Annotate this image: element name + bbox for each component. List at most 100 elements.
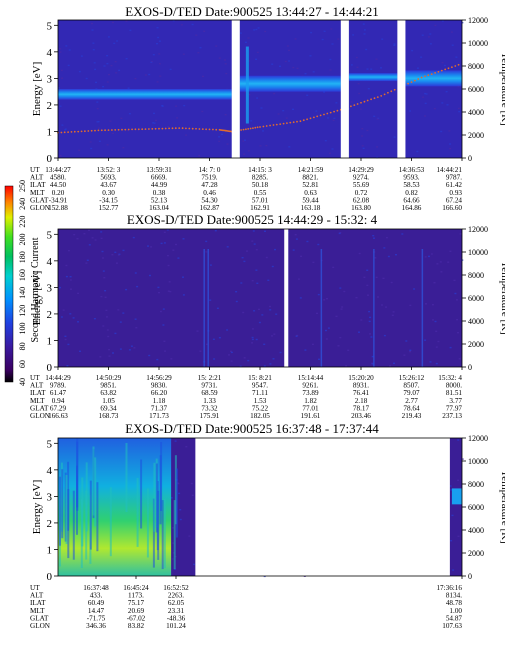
temperature-point [272,124,275,126]
ephemeris-value: 69.34 [100,404,117,412]
spectrogram-pixel [355,56,358,59]
ephemeris-value: 79.07 [403,389,420,397]
data-gap [340,20,349,158]
spectrogram-pixel [114,332,117,335]
spectrogram-pixel [60,69,63,72]
ephemeris-value: 5693. [100,174,116,182]
temperature-point [195,127,197,130]
spectrogram-streak [161,500,164,570]
spectrogram-pixel [150,61,153,63]
spectrogram-pixel [382,277,385,280]
spectrogram-pixel [69,279,72,281]
spectrogram-pixel [424,256,427,258]
spectrogram-pixel [175,243,177,246]
spectrogram-pixel [299,297,302,299]
ephemeris-row-label: ILAT [30,181,46,189]
spectrogram-pixel [256,97,259,99]
temperature-point [60,131,63,134]
y-tick-label: 5 [47,229,53,241]
ephemeris-value: 219.43 [402,412,422,420]
spectrogram-pixel [457,332,459,334]
spectrogram-pixel [94,68,97,71]
ephemeris-value: 83.82 [128,622,145,630]
spectrogram-pixel [456,318,459,321]
spectrogram-pixel [329,69,332,71]
spectrogram-pixel [265,256,268,259]
spectrogram-pixel [153,112,155,115]
spectrogram-pixel [148,73,151,76]
spectrogram-pixel [214,230,217,232]
temperature-point [296,120,298,123]
spectrogram-pixel [420,56,423,58]
spectrogram-pixel [212,338,215,340]
spectrogram-pixel [102,270,105,272]
ephemeris-value: 163.18 [301,204,321,212]
ephemeris-value: 203.46 [351,412,371,420]
spectrogram-pixel [369,316,372,319]
ephemeris-value: 9787. [446,174,462,182]
spectrogram-pixel [61,77,64,79]
spectrogram-pixel [172,249,175,251]
panel-3: EXOS-D/TED Date:900525 16:37:48 - 17:37:… [30,421,505,630]
spectrogram-pixel [218,57,221,59]
spectrogram-pixel [239,365,242,367]
spectrogram-pixel [170,497,173,499]
temperature-point [215,128,218,131]
colorbar-tick-label: 100 [18,323,27,335]
colorbar-tick-label: 140 [18,287,27,299]
temperature-point [148,128,150,130]
spectrogram-pixel [178,492,181,495]
spectrogram-pixel [203,30,206,32]
ephemeris-value: 54.87 [446,614,463,622]
temperature-point [151,127,154,130]
spectrogram-pixel [370,336,373,338]
spectrogram-pixel [135,327,138,329]
spectrogram-pixel [95,81,97,84]
temperature-point [363,100,366,103]
spectrogram-pixel [337,345,340,347]
spectrogram-pixel [450,540,453,542]
spectrogram-pixel [244,139,246,141]
spectrogram-pixel [273,333,276,335]
spectrogram-pixel [202,75,204,78]
spectrogram-pixel [104,296,107,298]
spectrogram-pixel [440,271,443,273]
spectrogram-pixel [253,29,256,31]
spectrogram-pixel [295,335,298,337]
spectrogram-pixel [359,108,362,110]
ephemeris-value: 166.60 [442,204,462,212]
temperature-point [63,131,66,134]
spectrogram-pixel [107,36,110,38]
spectrogram-pixel [262,130,264,132]
colorbar-tick-label: 160 [18,269,27,281]
spectrogram-pixel [363,276,366,278]
ephemeris-value: 14:36:53 [399,166,425,174]
spectrogram-pixel [247,150,250,152]
spectrogram-pixel [331,148,334,150]
y-right-tick-label: 6000 [468,503,484,512]
temperature-point [205,128,208,131]
spectrogram-pixel [241,257,244,259]
spectrogram-streak [76,441,79,511]
temperature-point [329,111,332,114]
spectrogram-pixel [361,128,364,130]
spectrogram-pixel [108,73,110,76]
ephemeris-value: -67.02 [127,614,146,622]
spectrogram-pixel [96,101,99,103]
spectrogram-pixel [162,324,165,326]
temperature-point [208,128,211,131]
temperature-point [87,130,90,132]
spectrogram-pixel [221,133,223,135]
ephemeris-value: 16:37:48 [83,584,109,592]
ephemeris-value: 68.59 [201,389,218,397]
ephemeris-value: 66.20 [151,389,168,397]
spectrogram-pixel [433,282,436,284]
spectrogram-pixel [107,335,110,338]
spectrogram-pixel [356,66,359,68]
ephemeris-row-label: MLT [30,397,45,405]
spectrogram-pixel [333,117,336,119]
spectrogram-pixel [90,147,93,150]
spectrogram-pixel [163,340,166,342]
spectrogram-pixel [67,249,70,252]
spectrogram-pixel [112,352,114,354]
